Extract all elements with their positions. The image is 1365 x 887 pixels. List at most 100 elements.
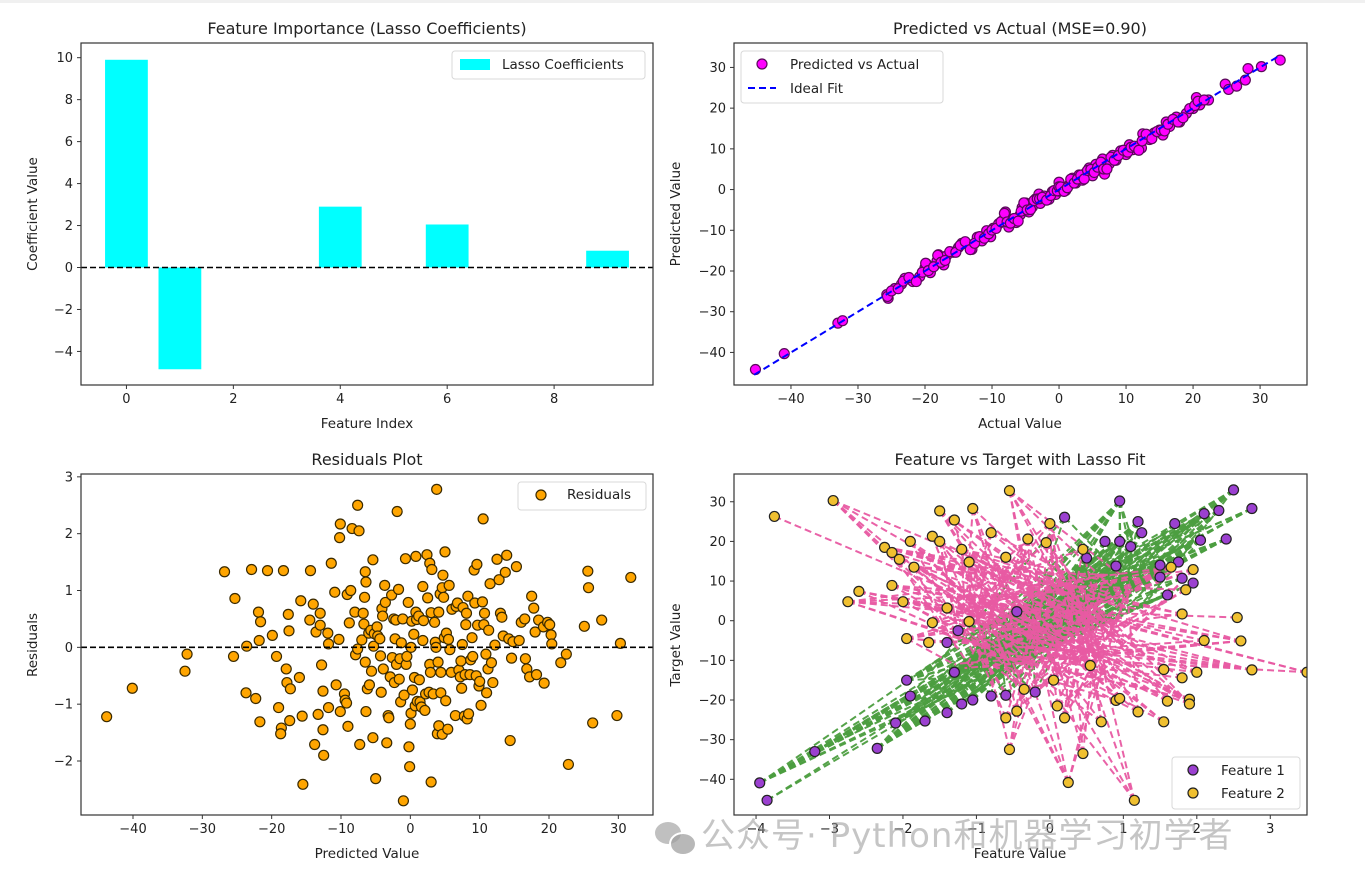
x-tick-label: −10 <box>327 822 354 837</box>
data-point <box>467 650 479 663</box>
data-point <box>282 608 294 620</box>
x-tick-label: 3 <box>1266 822 1274 837</box>
feature-1-point <box>1114 495 1126 507</box>
feature-2-fit-line <box>1056 665 1115 707</box>
feature-2-point <box>1158 716 1170 728</box>
x-tick-label: 30 <box>1252 392 1269 407</box>
feature-2-fit-line <box>1008 490 1031 602</box>
feature-2-point <box>1246 664 1258 676</box>
plot-frame <box>80 473 654 816</box>
y-tick-label: −20 <box>699 265 726 280</box>
data-point <box>1012 215 1024 227</box>
feature-2-point <box>1058 712 1071 724</box>
data-point <box>582 582 595 594</box>
feature-2-fit-line <box>1063 549 1084 651</box>
feature-2-fit-line <box>969 617 1165 723</box>
data-point <box>582 565 594 577</box>
feature-2-point <box>1165 561 1177 573</box>
data-point <box>325 557 337 569</box>
data-point <box>297 778 309 790</box>
data-point <box>401 650 413 663</box>
data-point <box>435 687 447 699</box>
legend-box <box>517 481 647 511</box>
feature-1-point <box>941 636 953 649</box>
data-point <box>438 591 450 603</box>
data-point <box>377 663 389 675</box>
feature-2-point <box>1000 712 1012 724</box>
feature-2-point <box>1161 695 1174 707</box>
feature-1-point <box>1227 484 1240 496</box>
data-point <box>329 586 341 598</box>
data-point <box>358 591 371 603</box>
legend-label: Residuals <box>567 487 631 503</box>
feature-2-point <box>1191 666 1203 678</box>
data-point <box>352 499 364 511</box>
feature-2-fit-line <box>1056 588 1191 705</box>
data-point <box>546 638 558 650</box>
y-tick-label: 30 <box>709 495 726 510</box>
x-tick-label: 10 <box>471 822 488 837</box>
data-point <box>315 659 328 671</box>
data-point <box>417 615 430 627</box>
feature-2-fit-line <box>858 590 1106 636</box>
feature-1-point <box>901 674 913 686</box>
y-tick-label: 6 <box>65 135 73 150</box>
data-point <box>519 613 531 625</box>
data-point <box>484 578 496 590</box>
feature-2-point <box>893 553 905 565</box>
data-point <box>322 638 335 650</box>
feature-2-fit-line <box>939 510 1059 596</box>
data-point <box>250 692 262 705</box>
feature-1-point <box>1198 508 1210 520</box>
data-point <box>322 701 335 714</box>
data-point <box>1101 163 1113 175</box>
feature-2-point <box>1187 563 1199 576</box>
feature-2-fit-line <box>1055 626 1253 671</box>
data-point <box>417 580 429 593</box>
feature-1-point <box>1220 533 1232 545</box>
y-tick-label: 0 <box>718 614 726 629</box>
data-point <box>179 665 191 677</box>
feature-2-fit-line <box>847 600 1004 618</box>
x-tick-label: −30 <box>844 392 871 407</box>
feature-2-point <box>886 546 898 559</box>
y-tick-label: −30 <box>699 305 726 320</box>
feature-2-fit-line <box>884 546 1061 595</box>
data-point <box>181 648 193 660</box>
data-point <box>474 675 486 688</box>
feature-1-fit-line <box>1118 500 1136 572</box>
feature-2-point <box>963 556 975 568</box>
feature-2-fit-line <box>832 499 1120 620</box>
data-point <box>504 734 516 747</box>
legend-swatch <box>460 59 490 70</box>
data-point <box>439 546 451 558</box>
feature-2-point <box>963 615 975 628</box>
data-point <box>343 617 355 629</box>
legend-box <box>1171 756 1301 810</box>
data-point <box>426 563 438 576</box>
y-tick-label: 3 <box>65 470 73 485</box>
y-tick-label: 10 <box>56 51 73 66</box>
feature-2-fit-line <box>931 535 959 603</box>
feature-2-fit-line <box>913 566 957 648</box>
feature-2-point <box>934 505 946 517</box>
feature-2-fit-line <box>906 637 1088 653</box>
data-point <box>578 620 590 632</box>
feature-2-fit-line <box>973 574 1026 690</box>
chart-title: Feature vs Target with Lasso Fit <box>894 450 1145 469</box>
plot-frame <box>733 42 1308 386</box>
feature-1-point <box>1213 504 1225 517</box>
data-point <box>587 717 599 729</box>
feature-2-fit-line <box>1067 582 1130 783</box>
y-tick-label: 20 <box>709 102 726 117</box>
legend-label: Ideal Fit <box>790 81 843 97</box>
feature-1-point <box>1169 517 1181 530</box>
legend-marker <box>1187 764 1199 776</box>
feature-2-point <box>901 632 913 645</box>
feature-2-fit-line <box>968 561 982 639</box>
x-tick-label: 2 <box>229 392 237 407</box>
data-point <box>462 708 475 720</box>
feature-2-point <box>842 596 854 608</box>
feature-2-fit-line <box>1021 644 1253 671</box>
feature-1-fit-line <box>759 624 1035 784</box>
